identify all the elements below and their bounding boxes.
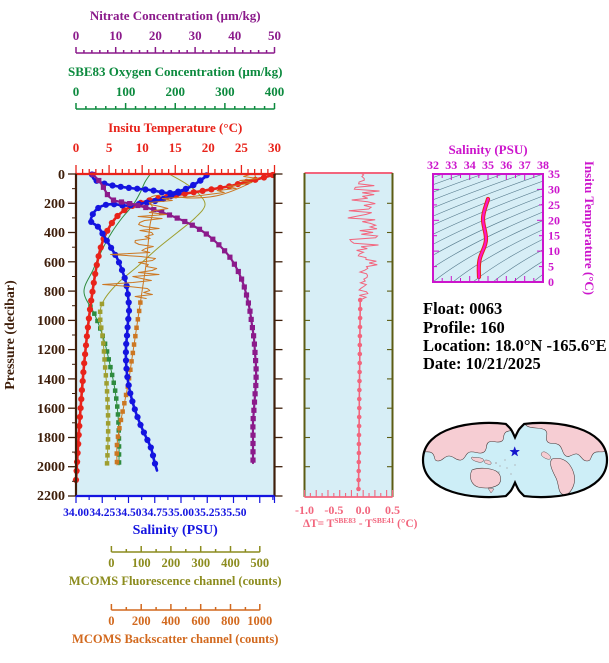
svg-text:Date: 10/21/2025: Date: 10/21/2025 <box>423 354 541 373</box>
svg-text:Insitu Temperature (°C): Insitu Temperature (°C) <box>582 161 597 295</box>
svg-text:37: 37 <box>519 158 531 172</box>
svg-text:400: 400 <box>44 226 65 241</box>
svg-text:2000: 2000 <box>37 460 65 475</box>
svg-text:Insitu Temperature (°C): Insitu Temperature (°C) <box>108 120 242 135</box>
svg-text:40: 40 <box>228 28 241 43</box>
svg-text:35.00: 35.00 <box>168 507 194 519</box>
svg-text:35.50: 35.50 <box>221 507 247 519</box>
svg-text:25: 25 <box>235 140 249 155</box>
svg-text:50: 50 <box>268 28 281 43</box>
svg-text:200: 200 <box>132 614 151 628</box>
svg-text:35.25: 35.25 <box>194 507 220 519</box>
svg-text:20: 20 <box>202 140 215 155</box>
svg-text:300: 300 <box>215 84 235 99</box>
svg-text:20: 20 <box>149 28 162 43</box>
svg-text:0: 0 <box>108 556 114 570</box>
svg-text:35: 35 <box>482 158 494 172</box>
svg-text:30: 30 <box>189 28 202 43</box>
svg-text:32: 32 <box>427 158 439 172</box>
svg-text:Float: 0063: Float: 0063 <box>423 299 502 318</box>
svg-text:Nitrate Concentration (µm/kg): Nitrate Concentration (µm/kg) <box>90 8 261 23</box>
svg-text:25: 25 <box>548 198 560 212</box>
svg-text:400: 400 <box>265 84 285 99</box>
svg-text:1200: 1200 <box>37 343 65 358</box>
svg-text:ΔT= TSBE83 - TSBE41 (°C): ΔT= TSBE83 - TSBE41 (°C) <box>303 516 418 531</box>
svg-text:5: 5 <box>548 260 554 274</box>
svg-text:34: 34 <box>464 158 476 172</box>
svg-text:400: 400 <box>162 614 181 628</box>
svg-text:Salinity (PSU): Salinity (PSU) <box>448 142 527 157</box>
svg-text:400: 400 <box>221 556 240 570</box>
svg-text:200: 200 <box>165 84 185 99</box>
svg-text:-1.0: -1.0 <box>295 503 314 517</box>
svg-text:0: 0 <box>108 614 114 628</box>
svg-text:34.00: 34.00 <box>63 507 89 519</box>
svg-text:Pressure (decibar): Pressure (decibar) <box>3 280 18 390</box>
svg-text:800: 800 <box>221 614 240 628</box>
svg-text:2200: 2200 <box>37 489 65 504</box>
svg-text:0: 0 <box>58 168 65 183</box>
svg-text:SBE83 Oxygen Concentration (µm: SBE83 Oxygen Concentration (µm/kg) <box>68 64 282 79</box>
svg-text:30: 30 <box>268 140 281 155</box>
svg-text:34.50: 34.50 <box>116 507 142 519</box>
svg-text:Profile: 160: Profile: 160 <box>423 318 505 337</box>
svg-text:0: 0 <box>548 275 554 289</box>
svg-text:Location: 18.0°N -165.6°E: Location: 18.0°N -165.6°E <box>423 336 607 355</box>
svg-text:10: 10 <box>109 28 122 43</box>
svg-text:600: 600 <box>44 256 65 271</box>
svg-text:200: 200 <box>44 197 65 212</box>
svg-text:1000: 1000 <box>37 314 65 329</box>
svg-text:1000: 1000 <box>247 614 272 628</box>
svg-text:100: 100 <box>132 556 151 570</box>
svg-text:0.0: 0.0 <box>356 503 371 517</box>
svg-text:5: 5 <box>106 140 113 155</box>
svg-text:0: 0 <box>73 140 80 155</box>
svg-text:10: 10 <box>136 140 149 155</box>
svg-text:1800: 1800 <box>37 431 65 446</box>
svg-text:1600: 1600 <box>37 402 65 417</box>
svg-text:600: 600 <box>191 614 210 628</box>
svg-text:MCOMS Backscatter channel (cou: MCOMS Backscatter channel (counts) <box>72 632 278 646</box>
svg-text:15: 15 <box>169 140 183 155</box>
svg-text:0: 0 <box>73 84 80 99</box>
svg-text:36: 36 <box>500 158 512 172</box>
svg-text:30: 30 <box>548 182 560 196</box>
svg-text:MCOMS Fluorescence channel (co: MCOMS Fluorescence channel (counts) <box>69 574 282 588</box>
svg-text:20: 20 <box>548 213 560 227</box>
svg-text:33: 33 <box>445 158 457 172</box>
svg-text:500: 500 <box>250 556 269 570</box>
svg-text:Salinity (PSU): Salinity (PSU) <box>133 523 219 538</box>
svg-text:34.25: 34.25 <box>89 507 115 519</box>
svg-text:800: 800 <box>44 285 65 300</box>
svg-text:10: 10 <box>548 244 560 258</box>
svg-text:35: 35 <box>548 167 560 181</box>
svg-text:200: 200 <box>162 556 181 570</box>
svg-text:34.75: 34.75 <box>142 507 168 519</box>
svg-text:1400: 1400 <box>37 373 65 388</box>
svg-text:0: 0 <box>73 28 80 43</box>
svg-text:300: 300 <box>191 556 210 570</box>
svg-text:100: 100 <box>116 84 136 99</box>
svg-text:15: 15 <box>548 229 560 243</box>
